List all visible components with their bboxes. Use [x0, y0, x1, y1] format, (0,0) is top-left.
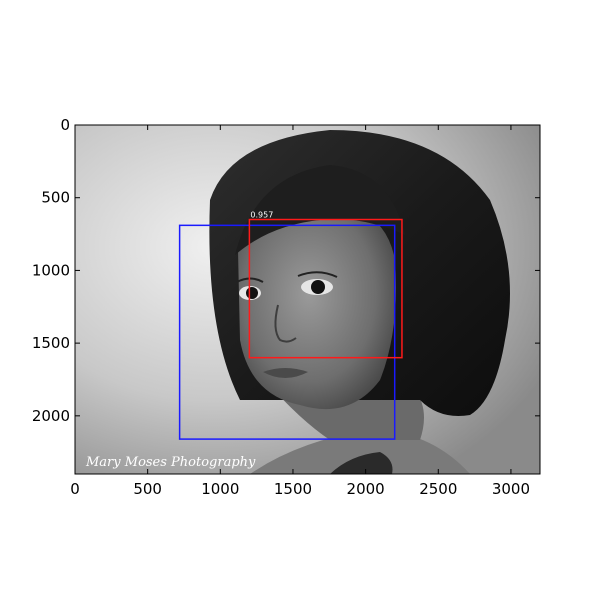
detection-boxes: 0.957 — [178, 211, 403, 440]
y-axis: 0 500 1000 1500 2000 — [32, 116, 540, 425]
y-tick-label: 2000 — [32, 407, 70, 425]
x-tick-label: 1000 — [201, 480, 239, 498]
photo-pupil-left — [246, 287, 258, 299]
photo-strap — [330, 452, 393, 474]
photo-face — [238, 200, 396, 410]
photo-fringe — [235, 165, 405, 255]
x-tick-label: 2500 — [419, 480, 457, 498]
photo-pupil-right — [311, 280, 325, 294]
x-tick-label: 500 — [133, 480, 162, 498]
y-tick-label: 1000 — [32, 261, 70, 279]
photo-image: Mary Moses Photography — [75, 125, 540, 474]
photo-lid-right — [297, 271, 338, 278]
red-box-score-label: 0.957 — [250, 211, 273, 220]
x-tick-label: 3000 — [492, 480, 530, 498]
red-detection-box — [248, 218, 403, 359]
x-tick-label: 1500 — [274, 480, 312, 498]
photo-nose — [274, 304, 297, 343]
axes-frame — [74, 124, 541, 475]
y-tick-label: 1500 — [32, 334, 70, 352]
x-tick-label: 2000 — [347, 480, 385, 498]
y-tick-label: 0 — [60, 116, 70, 134]
x-axis: 0 500 1000 1500 2000 2500 3000 — [70, 125, 530, 498]
photo-lips — [263, 368, 308, 378]
blue-detection-box — [178, 224, 396, 440]
photo-watermark: Mary Moses Photography — [85, 455, 256, 470]
photo-shoulder — [250, 430, 470, 474]
y-tick-label: 500 — [41, 189, 70, 207]
x-tick-label: 0 — [70, 480, 80, 498]
